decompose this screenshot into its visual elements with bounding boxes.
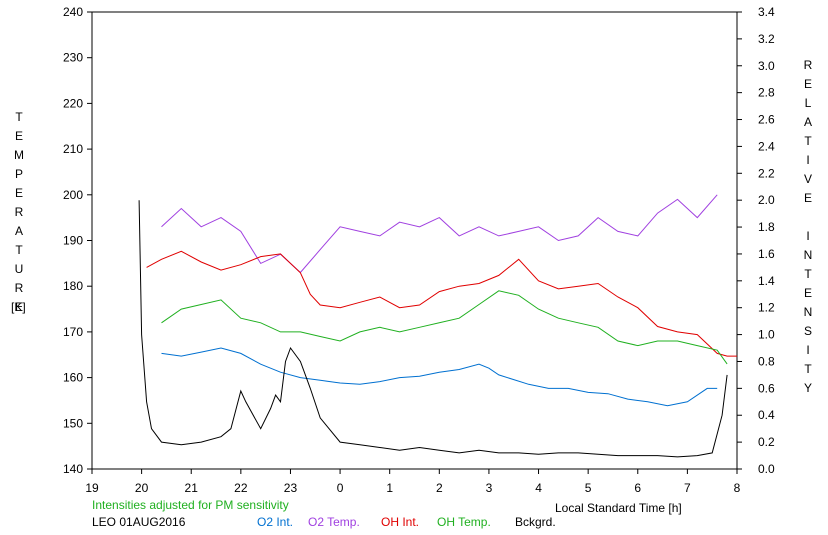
left-tick-label: 170 — [63, 325, 83, 339]
right-tick-label: 2.4 — [758, 139, 775, 153]
right-tick-label: 0.8 — [758, 354, 775, 368]
x-tick-label: 21 — [185, 481, 199, 495]
legend-o2-temp: O2 Temp. — [308, 515, 360, 529]
right-tick-label: 2.6 — [758, 113, 775, 127]
right-tick-label: 0.2 — [758, 435, 775, 449]
right-tick-label: 2.8 — [758, 86, 775, 100]
left-tick-label: 200 — [63, 188, 83, 202]
right-tick-label: 0.6 — [758, 381, 775, 395]
x-tick-label: 6 — [634, 481, 641, 495]
right-tick-label: 2.2 — [758, 166, 775, 180]
series-line-1 — [161, 194, 718, 274]
legend-o2-int: O2 Int. — [257, 515, 293, 529]
right-tick-label: 3.0 — [758, 59, 775, 73]
station-date: LEO 01AUG2016 — [92, 515, 186, 529]
left-tick-label: 150 — [63, 416, 83, 430]
x-tick-label: 7 — [684, 481, 691, 495]
x-tick-label: 2 — [436, 481, 443, 495]
right-tick-label: 1.6 — [758, 247, 775, 261]
right-tick-label: 0.4 — [758, 408, 775, 422]
right-tick-label: 1.2 — [758, 301, 775, 315]
series-layer — [138, 194, 737, 458]
left-tick-label: 190 — [63, 234, 83, 248]
x-tick-label: 0 — [337, 481, 344, 495]
x-tick-label: 8 — [734, 481, 741, 495]
left-tick-label: 220 — [63, 96, 83, 110]
right-axis: 0.0 0.2 0.4 0.6 0.8 1.0 1.2 1.4 1.6 1.8 2.0 2.2 2.4 2… — [737, 5, 775, 476]
right-tick-label: 1.4 — [758, 274, 775, 288]
series-line-3 — [161, 290, 728, 365]
left-tick-label: 230 — [63, 51, 83, 65]
right-tick-label: 1.8 — [758, 220, 775, 234]
legend-oh-int: OH Int. — [381, 515, 419, 529]
x-tick-label: 5 — [585, 481, 592, 495]
sensitivity-note: Intensities adjusted for PM sensitivity — [92, 498, 289, 512]
legend-oh-temp: OH Temp. — [437, 515, 491, 529]
series-line-2 — [146, 250, 737, 357]
left-tick-label: 180 — [63, 279, 83, 293]
x-tick-label: 1 — [386, 481, 393, 495]
x-tick-label: 23 — [284, 481, 298, 495]
left-tick-label: 240 — [63, 5, 83, 19]
right-tick-label: 0.0 — [758, 462, 775, 476]
left-tick-label: 210 — [63, 142, 83, 156]
x-tick-label: 20 — [135, 481, 149, 495]
left-tick-label: 160 — [63, 371, 83, 385]
right-tick-label: 3.2 — [758, 32, 775, 46]
right-tick-label: 3.4 — [758, 5, 775, 19]
series-line-0 — [161, 347, 718, 407]
left-axis: 140 150 160 170 180 190 200 210 220 230 240 — [63, 5, 92, 476]
right-tick-label: 1.0 — [758, 328, 775, 342]
x-tick-label: 4 — [535, 481, 542, 495]
series-line-4 — [138, 200, 728, 458]
x-tick-label: 19 — [85, 481, 99, 495]
x-axis: 19 20 21 22 23 0 1 2 3 4 5 6 7 8 — [85, 469, 741, 495]
x-axis-label: Local Standard Time [h] — [555, 501, 682, 515]
right-tick-label: 2.0 — [758, 193, 775, 207]
left-axis-unit: [K] — [11, 300, 26, 314]
left-tick-label: 140 — [63, 462, 83, 476]
x-tick-label: 22 — [234, 481, 248, 495]
x-tick-label: 3 — [486, 481, 493, 495]
legend-bckgrd: Bckgrd. — [515, 515, 556, 529]
